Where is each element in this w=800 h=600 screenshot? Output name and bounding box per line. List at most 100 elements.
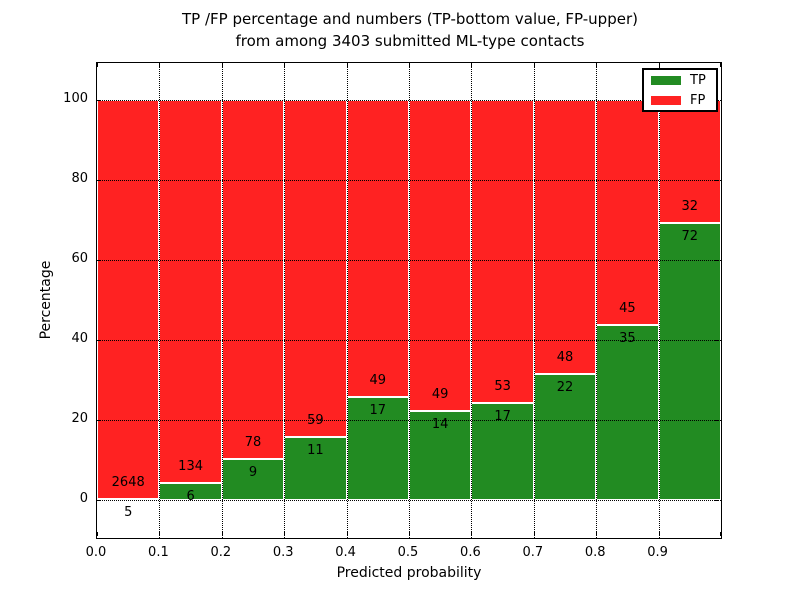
x-tick-mark <box>533 532 535 536</box>
x-tick-mark <box>658 63 660 67</box>
legend-item-fp: FP <box>644 90 716 110</box>
legend-item-tp: TP <box>644 70 716 90</box>
tp-count-label: 5 <box>124 505 133 521</box>
x-tick-mark <box>159 532 161 536</box>
fp-bar-segment <box>159 100 222 483</box>
x-gridline <box>221 63 223 538</box>
x-tick-mark <box>720 63 721 67</box>
y-tick-mark <box>715 180 719 181</box>
x-tick-mark <box>533 63 535 67</box>
tp-count-label: 22 <box>556 380 574 396</box>
x-tick-mark <box>596 532 598 536</box>
x-tick-mark <box>221 63 223 67</box>
fp-bar-segment <box>97 100 160 500</box>
fp-legend-label: FP <box>690 92 706 108</box>
chart-title-line1: TP /FP percentage and numbers (TP-bottom… <box>182 10 638 28</box>
y-tick-label: 80 <box>71 171 88 186</box>
tp-count-label: 17 <box>369 402 387 418</box>
y-tick-label: 100 <box>63 91 88 106</box>
x-gridline <box>658 63 660 538</box>
x-gridline <box>346 63 348 538</box>
fp-bar-segment <box>221 100 285 459</box>
fp-bar-segment <box>284 100 347 438</box>
fp-bar-segment <box>471 100 534 403</box>
fp-bar-segment <box>346 100 409 397</box>
tp-bar-segment <box>596 325 659 500</box>
y-tick-label: 20 <box>71 411 88 426</box>
y-tick-mark <box>715 500 719 501</box>
tp-count-label: 6 <box>186 488 195 504</box>
fp-bar-segment <box>596 100 659 325</box>
y-tick-mark <box>97 500 101 501</box>
chart-title: TP /FP percentage and numbers (TP-bottom… <box>60 8 760 52</box>
y-tick-mark <box>97 100 101 101</box>
fp-bar-segment <box>533 100 597 375</box>
x-tick-label: 0.8 <box>584 545 606 560</box>
tp-bar-segment <box>284 437 347 500</box>
y-tick-label: 40 <box>71 331 88 346</box>
x-tick-label: 0.3 <box>272 545 294 560</box>
y-tick-mark <box>715 340 719 341</box>
legend: TP FP <box>642 68 718 112</box>
fp-count-label: 78 <box>244 434 262 450</box>
x-tick-mark <box>97 63 98 67</box>
fp-legend-swatch <box>651 95 681 105</box>
y-tick-mark <box>715 260 719 261</box>
y-tick-mark <box>97 340 101 341</box>
tp-legend-swatch <box>651 75 681 85</box>
tp-legend-label: TP <box>690 72 706 88</box>
x-gridline <box>409 63 410 538</box>
x-tick-mark <box>97 532 98 536</box>
tp-count-label: 14 <box>431 417 449 433</box>
x-tick-label: 0.7 <box>522 545 544 560</box>
tp-count-label: 72 <box>681 229 699 245</box>
tp-count-label: 17 <box>494 408 511 424</box>
y-tick-mark <box>715 420 719 421</box>
plot-area: 2648 5 134 6 78 9 59 11 49 17 49 14 53 17 48 22 45 35 32 72 <box>96 62 722 539</box>
x-tick-mark <box>596 63 598 67</box>
x-tick-mark <box>346 532 348 536</box>
tp-bar-segment <box>658 223 721 500</box>
x-tick-mark <box>471 63 473 67</box>
x-gridline <box>533 63 535 538</box>
y-tick-mark <box>97 180 101 181</box>
fp-count-label: 48 <box>556 350 574 366</box>
y-tick-label: 60 <box>71 251 88 266</box>
chart-title-line2: from among 3403 submitted ML-type contac… <box>235 32 585 50</box>
x-tick-mark <box>221 532 223 536</box>
y-tick-mark <box>97 260 101 261</box>
x-tick-mark <box>159 63 161 67</box>
y-tick-mark <box>97 420 101 421</box>
fp-count-label: 2648 <box>111 475 145 491</box>
x-tick-mark <box>658 532 660 536</box>
x-gridline <box>159 63 161 538</box>
x-tick-label: 0.0 <box>85 545 107 560</box>
x-tick-label: 0.9 <box>647 545 668 560</box>
x-tick-label: 0.6 <box>460 545 481 560</box>
fp-count-label: 45 <box>619 301 636 316</box>
x-tick-mark <box>409 63 410 67</box>
tp-count-label: 11 <box>307 443 324 459</box>
x-tick-mark <box>409 532 410 536</box>
fp-count-label: 49 <box>431 387 449 403</box>
tp-count-label: 9 <box>248 464 258 480</box>
fp-count-label: 134 <box>178 458 203 474</box>
fp-count-label: 59 <box>307 413 324 429</box>
fp-count-label: 53 <box>494 378 511 394</box>
x-tick-mark <box>284 532 286 536</box>
x-gridline <box>471 63 473 538</box>
x-tick-label: 0.2 <box>210 545 232 560</box>
tp-bar-segment <box>221 458 285 500</box>
fp-bar-segment <box>409 100 472 412</box>
x-gridline <box>284 63 286 538</box>
y-tick-label: 0 <box>79 491 88 506</box>
y-axis-label: Percentage <box>38 260 54 340</box>
x-tick-mark <box>720 532 721 536</box>
x-axis-label: Predicted probability <box>336 565 482 581</box>
x-tick-label: 0.4 <box>335 545 356 560</box>
x-gridline <box>596 63 598 538</box>
x-tick-mark <box>471 532 473 536</box>
tp-count-label: 35 <box>619 331 636 346</box>
x-tick-mark <box>346 63 348 67</box>
